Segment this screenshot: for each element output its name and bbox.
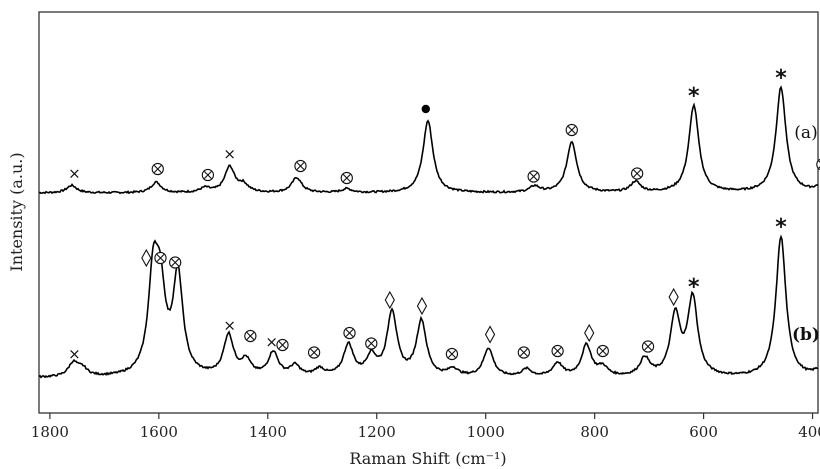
- marker-b-5: [244, 329, 257, 343]
- marker-b-19: [641, 340, 655, 353]
- x-tick-label-1400: 1400: [249, 423, 287, 441]
- marker-b-14: [484, 325, 496, 344]
- x-tick-label-800: 800: [580, 423, 609, 441]
- marker-b-13: [445, 347, 459, 361]
- marker-b-15: [517, 346, 530, 359]
- marker-b-16: [551, 344, 564, 358]
- marker-b-17: [584, 323, 595, 343]
- x-tick-label-1600: 1600: [140, 423, 178, 441]
- x-tick-label-1200: 1200: [358, 423, 396, 441]
- marker-b-12: [416, 296, 428, 316]
- marker-a-3: ×: [223, 145, 236, 163]
- spectrum-traces: [38, 85, 819, 379]
- x-tick-label-400: 400: [798, 423, 820, 441]
- marker-b-11: [384, 290, 395, 310]
- x-tick-label-600: 600: [689, 423, 718, 441]
- marker-a-1: [151, 162, 164, 176]
- marker-b-8: [307, 346, 321, 359]
- marker-a-10: *: [688, 84, 700, 109]
- marker-b-7: [276, 338, 289, 352]
- marker-b-4: ×: [223, 317, 236, 335]
- marker-a-4: [294, 159, 307, 173]
- x-axis-label: Raman Shift (cm⁻¹): [349, 449, 506, 468]
- marker-b-21: *: [688, 275, 700, 300]
- marker-b-22: *: [775, 215, 787, 240]
- marker-b-10: [365, 337, 378, 350]
- marker-b-1: [141, 248, 152, 268]
- x-axis-ticks: 1800 1600 1400 1200 1000 800 600 400: [31, 413, 820, 441]
- marker-a-0: ×: [68, 165, 81, 183]
- series-labels: (a) (b): [792, 123, 820, 345]
- series-label-b: (b): [792, 325, 820, 345]
- x-tick-label-1000: 1000: [467, 423, 505, 441]
- marker-b-9: [343, 326, 356, 340]
- marker-b-18: [596, 344, 609, 358]
- marker-a-6: [421, 104, 430, 114]
- peak-markers: × × * * × × × * *: [68, 66, 820, 363]
- marker-a-5: [340, 171, 353, 185]
- series-label-a: (a): [794, 123, 817, 143]
- trace-a: [38, 85, 819, 195]
- marker-b-0: ×: [68, 345, 81, 363]
- marker-a-9: [630, 167, 644, 180]
- y-axis-label: Intensity (a.u.): [7, 152, 26, 271]
- marker-b-3: [169, 256, 182, 269]
- marker-a-8: [565, 123, 578, 137]
- x-tick-label-1800: 1800: [31, 423, 69, 441]
- marker-a-2: [201, 168, 215, 182]
- trace-b: [38, 234, 819, 379]
- marker-b-6: ×: [265, 333, 278, 351]
- marker-a-7: [527, 170, 540, 183]
- plot-frame: [38, 11, 819, 414]
- marker-b-2: [154, 251, 167, 265]
- marker-a-11: *: [775, 66, 787, 91]
- marker-b-20: [668, 287, 679, 307]
